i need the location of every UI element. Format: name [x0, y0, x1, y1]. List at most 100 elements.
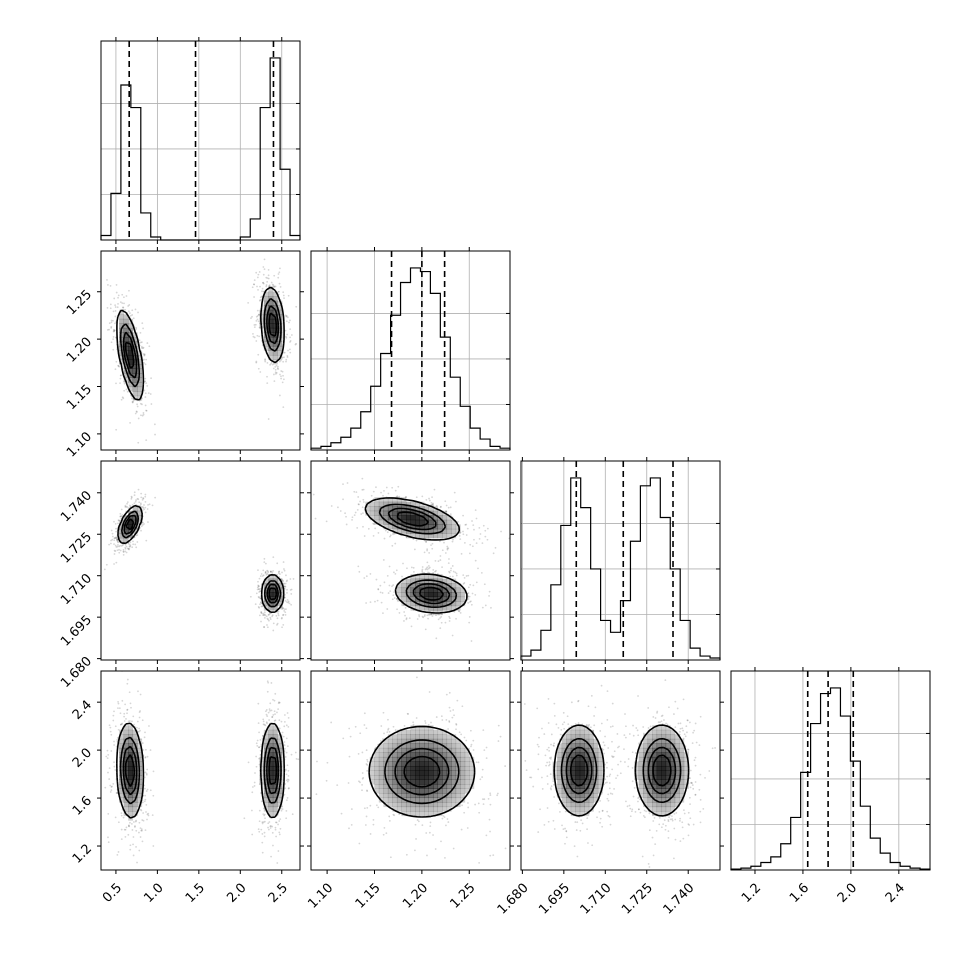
- scatter-point: [126, 708, 129, 711]
- scatter-point: [286, 354, 289, 357]
- scatter-point: [259, 597, 262, 600]
- scatter-point: [479, 778, 482, 781]
- contour-level-3: [116, 722, 285, 819]
- scatter-point: [467, 592, 470, 594]
- scatter-point: [679, 840, 682, 843]
- scatter-point: [142, 413, 145, 416]
- density-cell: [128, 806, 134, 812]
- scatter-point: [418, 615, 421, 618]
- density-cell: [272, 296, 278, 302]
- contour-level-1: [565, 746, 677, 795]
- density-cell: [575, 788, 581, 794]
- scatter-point: [287, 779, 290, 781]
- scatter-point: [688, 796, 691, 799]
- density-cell: [272, 784, 278, 789]
- density-cell: [137, 793, 143, 799]
- scatter-point: [119, 515, 122, 518]
- density-cell: [123, 528, 129, 534]
- density-cell: [656, 761, 662, 767]
- scatter-point: [138, 716, 141, 719]
- scatter-point: [262, 718, 265, 721]
- scatter-point: [385, 832, 388, 835]
- density-cell: [428, 797, 434, 803]
- density-cell: [661, 761, 667, 767]
- density-cell: [137, 382, 143, 388]
- scatter-point: [154, 433, 156, 436]
- density-cell: [401, 578, 407, 584]
- scatter-point: [416, 819, 419, 821]
- scatter-point: [263, 820, 266, 823]
- density-cell: [428, 806, 434, 812]
- scatter-point: [386, 531, 389, 534]
- scatter-point: [325, 779, 328, 782]
- scatter-point: [405, 618, 408, 621]
- scatter-point: [432, 572, 435, 574]
- density-cell: [132, 793, 138, 799]
- scatter-point: [418, 614, 420, 616]
- density-cell: [277, 300, 283, 306]
- scatter-point: [581, 822, 584, 825]
- scatter-point: [682, 737, 685, 740]
- density-cell: [656, 802, 662, 808]
- density-cell: [647, 788, 653, 794]
- density-cell: [128, 386, 134, 392]
- scatter-point: [126, 506, 129, 508]
- scatter-point: [106, 279, 108, 281]
- scatter-point: [435, 716, 438, 718]
- scatter-point: [453, 491, 456, 494]
- scatter-point: [393, 591, 396, 593]
- density-cell: [593, 793, 599, 799]
- contour-level-3: [364, 497, 468, 614]
- density-cell: [123, 743, 129, 749]
- scatter-point: [396, 597, 398, 600]
- density-cell: [428, 788, 434, 794]
- density-cell: [410, 793, 416, 799]
- scatter-point: [287, 600, 290, 603]
- density-cell: [446, 756, 452, 762]
- density-cell: [442, 729, 448, 735]
- scatter-point: [261, 841, 264, 844]
- scatter-point: [590, 694, 593, 697]
- density-cell: [460, 775, 466, 780]
- scatter-point: [451, 634, 454, 637]
- density-cell: [557, 770, 563, 776]
- scatter-panel-1-0: [100, 250, 301, 451]
- density-cell: [575, 770, 581, 776]
- scatter-point: [262, 723, 265, 726]
- scatter-point: [430, 501, 433, 504]
- scatter-point: [708, 770, 711, 772]
- density-cell: [128, 811, 134, 817]
- scatter-point: [682, 837, 685, 840]
- scatter-point: [144, 396, 147, 398]
- density-cell: [268, 287, 274, 293]
- scatter-point: [107, 812, 110, 815]
- scatter-point: [139, 503, 142, 506]
- scatter-point: [273, 285, 276, 288]
- density-cell: [277, 350, 283, 356]
- density-cell: [652, 770, 658, 776]
- density-cell: [570, 802, 576, 808]
- scatter-point: [108, 322, 111, 325]
- density-cell: [455, 797, 461, 803]
- density-cell: [460, 592, 466, 598]
- scatter-point: [603, 783, 606, 786]
- scatter-point: [289, 341, 291, 343]
- scatter-point: [144, 404, 147, 407]
- scatter-point: [655, 829, 658, 832]
- scatter-point: [115, 537, 118, 540]
- density-cell: [137, 788, 143, 794]
- density-cell: [446, 734, 452, 740]
- scatter-point: [345, 523, 348, 526]
- scatter-point: [278, 719, 281, 722]
- scatter-point: [251, 286, 254, 289]
- scatter-point: [687, 748, 689, 751]
- density-cell: [119, 309, 125, 315]
- scatter-point: [546, 807, 549, 809]
- density-cell: [638, 761, 644, 767]
- scatter-point: [468, 595, 471, 598]
- scatter-point: [136, 541, 139, 543]
- density-cell: [638, 793, 644, 799]
- scatter-point: [267, 277, 270, 280]
- scatter-point: [277, 290, 280, 293]
- density-cell: [464, 756, 470, 762]
